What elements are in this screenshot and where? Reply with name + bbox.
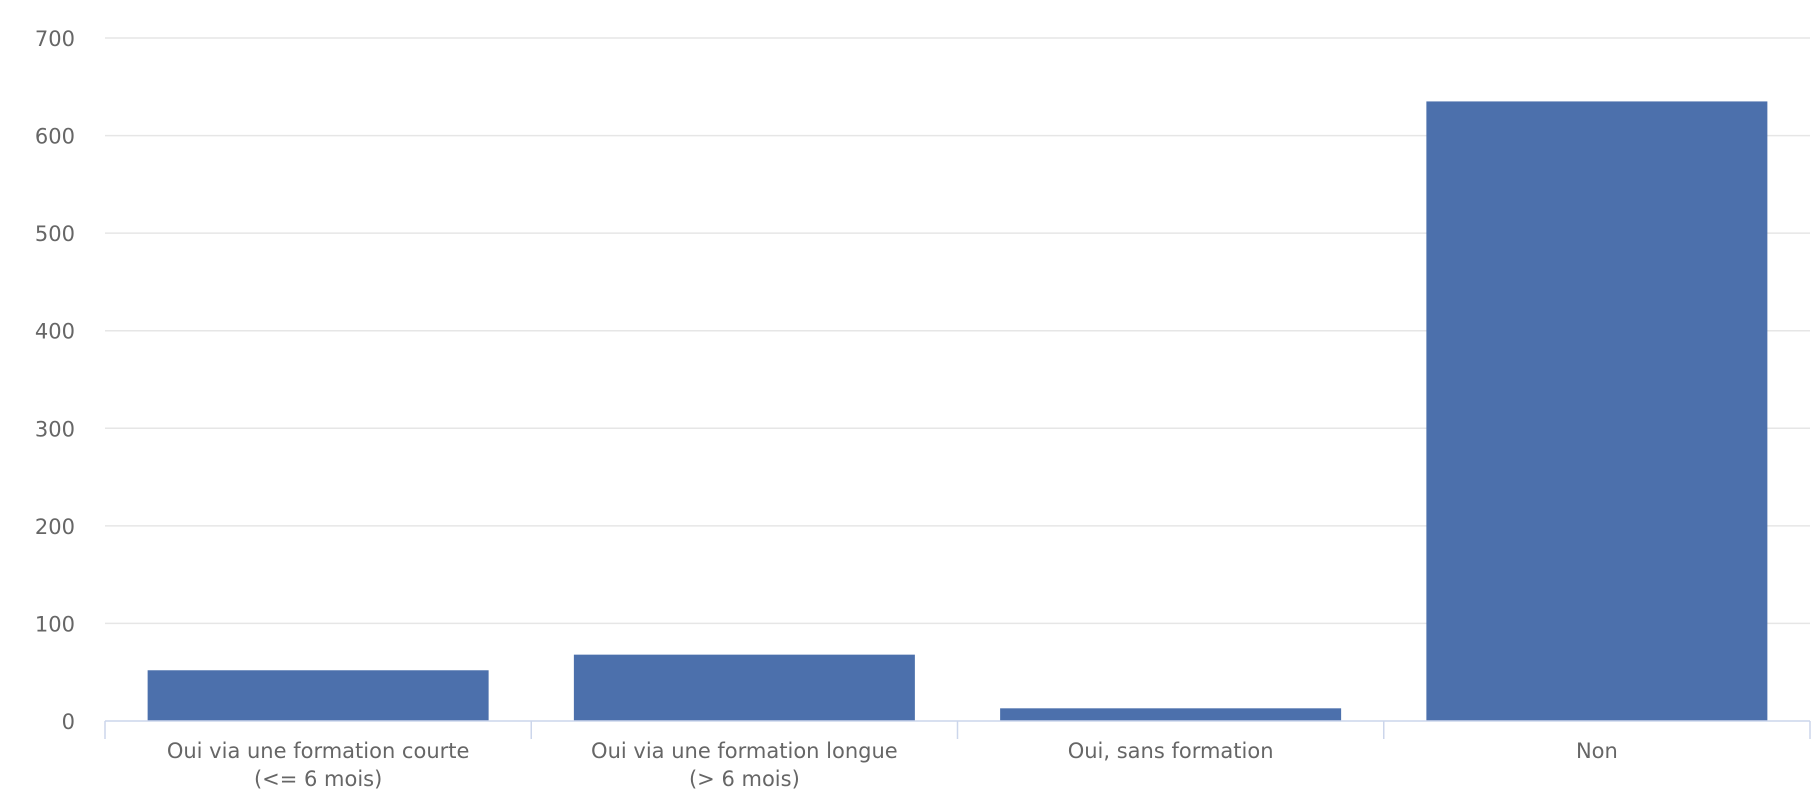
- x-tick-label-line: (<= 6 mois): [254, 767, 382, 791]
- bar-1: [147, 670, 489, 721]
- x-tick-label-1: Oui via une formation courte (<= 6 mois): [167, 739, 470, 791]
- y-tick-label-700: 700: [35, 27, 75, 51]
- y-tick-label-600: 600: [35, 125, 75, 149]
- x-tick-label-line: (> 6 mois): [689, 767, 800, 791]
- bar-2: [573, 654, 915, 721]
- y-tick-label-200: 200: [35, 515, 75, 539]
- x-tick-label-line: Oui, sans formation: [1068, 739, 1274, 763]
- bars: [147, 101, 1768, 721]
- gridlines: [105, 37, 1810, 625]
- x-tick-label-2: Oui via une formation longue (> 6 mois): [591, 739, 898, 791]
- y-axis: 0 100 200 300 400 500 600 700: [35, 27, 75, 734]
- y-tick-label-300: 300: [35, 417, 75, 441]
- y-tick-label-100: 100: [35, 612, 75, 636]
- x-tick-label-line: Oui via une formation courte: [167, 739, 470, 763]
- x-tick-label-line: Oui via une formation longue: [591, 739, 898, 763]
- x-tick-label-3: Oui, sans formation: [1068, 739, 1274, 763]
- y-tick-label-400: 400: [35, 320, 75, 344]
- bar-4: [1426, 101, 1768, 721]
- x-tick-label-4: Non: [1576, 739, 1618, 763]
- x-tick-label-line: Non: [1576, 739, 1618, 763]
- bar-3: [1000, 708, 1342, 721]
- x-axis: Oui via une formation courte (<= 6 mois)O…: [104, 720, 1811, 791]
- y-tick-label-0: 0: [62, 710, 75, 734]
- y-tick-label-500: 500: [35, 222, 75, 246]
